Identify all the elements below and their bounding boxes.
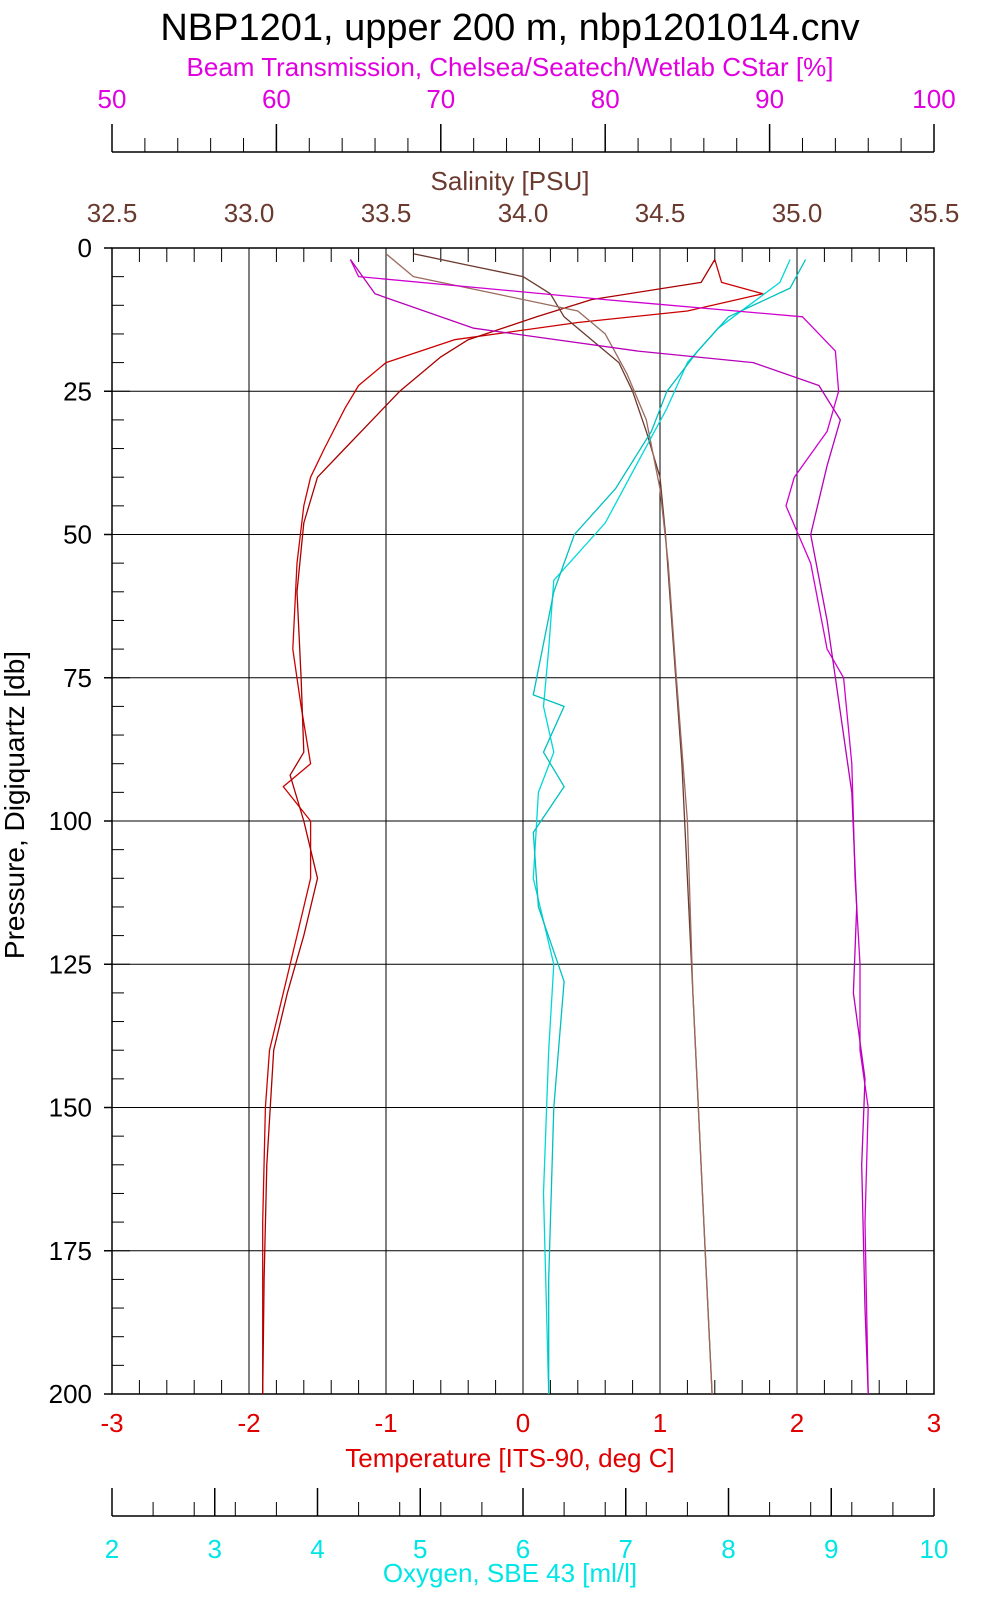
- temperature-tick-label: -3: [100, 1408, 123, 1438]
- pressure-tick-label: 100: [49, 806, 92, 836]
- pressure-tick-label: 175: [49, 1236, 92, 1266]
- pressure-tick-label: 150: [49, 1093, 92, 1123]
- beam-profile-line-6: [349, 259, 869, 1395]
- salinity-tick-label: 34.0: [498, 198, 549, 228]
- salinity-axis-label: Salinity [PSU]: [431, 166, 590, 196]
- oxygen-tick-label: 6: [516, 1534, 530, 1564]
- pressure-tick-label: 75: [63, 663, 92, 693]
- beam-axis-label: Beam Transmission, Chelsea/Seatech/Wetla…: [187, 52, 834, 82]
- oxygen-tick-label: 2: [105, 1534, 119, 1564]
- beam-axis: 50 60 70 80 90 100: [98, 84, 956, 153]
- beam-tick-label: 90: [755, 84, 784, 114]
- temperature-tick-label: 2: [790, 1408, 804, 1438]
- oxygen-tick-label: 5: [413, 1534, 427, 1564]
- pressure-axis-label: Pressure, Digiquartz [db]: [0, 651, 30, 959]
- salinity-tick-label: 33.0: [224, 198, 275, 228]
- pressure-tick-label: 50: [63, 520, 92, 550]
- pressure-tick-label: 125: [49, 949, 92, 979]
- plot-series: [262, 253, 869, 1395]
- salinity-tick-label: 35.5: [909, 198, 960, 228]
- beam-tick-label: 60: [262, 84, 291, 114]
- salinity-profile-line-2: [413, 253, 713, 1395]
- pressure-tick-label: 0: [78, 233, 92, 263]
- oxygen-tick-label: 10: [920, 1534, 949, 1564]
- oxygen-tick-label: 7: [619, 1534, 633, 1564]
- temperature-profile-line-0: [262, 259, 764, 1394]
- temperature-axis-label: Temperature [ITS-90, deg C]: [345, 1443, 674, 1473]
- beam-tick-label: 100: [912, 84, 955, 114]
- oxygen-profile-line-4: [532, 259, 791, 1395]
- temperature-tick-label: -2: [237, 1408, 260, 1438]
- salinity-tick-label: 34.5: [635, 198, 686, 228]
- oxygen-tick-label: 8: [721, 1534, 735, 1564]
- salinity-tick-label: 35.0: [772, 198, 823, 228]
- oxygen-tick-label: 9: [824, 1534, 838, 1564]
- salinity-profile-line-3: [385, 253, 713, 1395]
- beam-tick-label: 70: [426, 84, 455, 114]
- beam-tick-label: 50: [98, 84, 127, 114]
- pressure-tick-label: 25: [63, 376, 92, 406]
- chart-title: NBP1201, upper 200 m, nbp1201014.cnv: [160, 7, 859, 49]
- temperature-tick-label: 1: [653, 1408, 667, 1438]
- oxygen-axis-label: Oxygen, SBE 43 [ml/l]: [383, 1558, 637, 1588]
- temperature-profile-line-1: [262, 259, 716, 1395]
- pressure-tick-label: 200: [49, 1379, 92, 1409]
- temperature-tick-label: 0: [516, 1408, 530, 1438]
- temperature-tick-label: -1: [374, 1408, 397, 1438]
- beam-profile-line-7: [349, 259, 869, 1395]
- temperature-tick-label: 3: [927, 1408, 941, 1438]
- oxygen-tick-label: 4: [310, 1534, 324, 1564]
- plot-grid: [111, 247, 935, 1395]
- beam-tick-label: 80: [591, 84, 620, 114]
- salinity-axis: 32.5 33.0 33.5 34.0 34.5 35.0 35.5: [87, 198, 960, 228]
- salinity-tick-label: 32.5: [87, 198, 138, 228]
- temperature-axis: -3 -2 -1 0 1 2 3: [100, 1408, 941, 1438]
- oxygen-axis: 2 3 4 5 6 7 8 9 10: [105, 1488, 949, 1564]
- salinity-tick-label: 33.5: [361, 198, 412, 228]
- pressure-axis: 0 25 50 75 100 125 150 175 200: [49, 233, 112, 1409]
- oxygen-tick-label: 3: [208, 1534, 222, 1564]
- oxygen-profile-line-5: [532, 259, 807, 1394]
